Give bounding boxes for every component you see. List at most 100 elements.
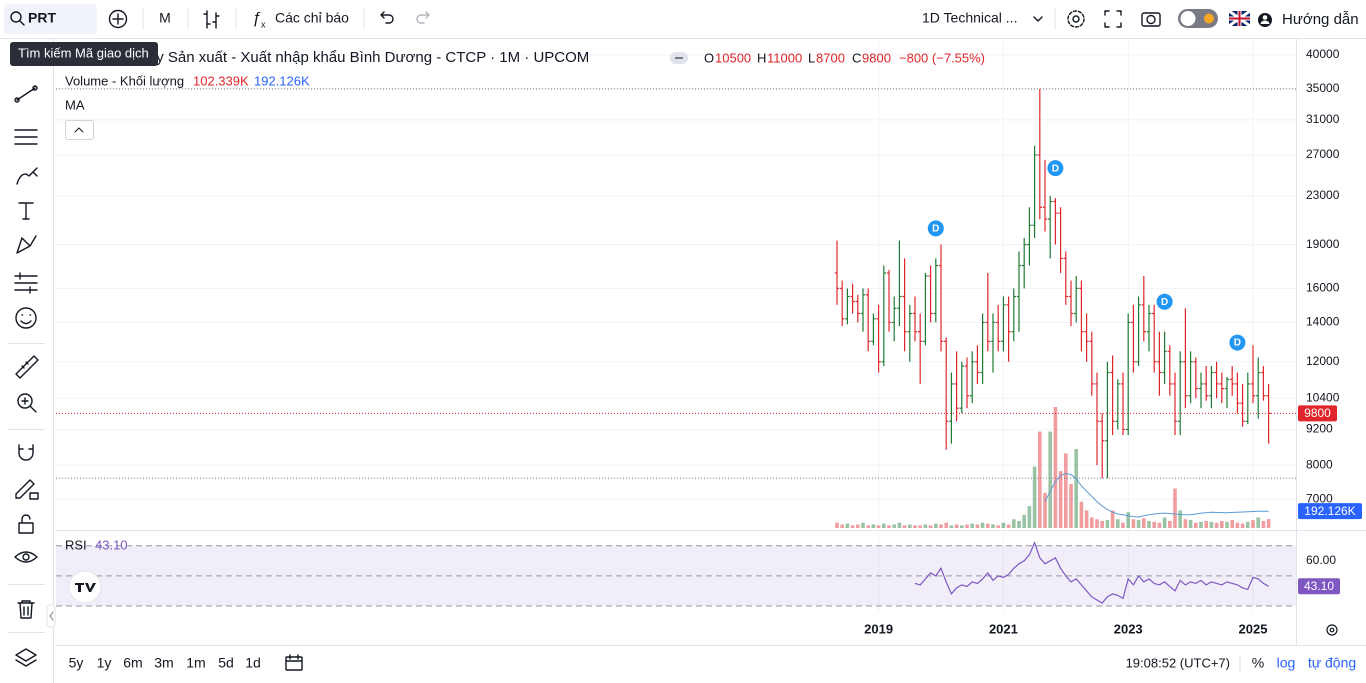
volume-bar bbox=[965, 524, 969, 528]
magnet-tool[interactable] bbox=[18, 444, 34, 461]
range-bar: 5y 1y 6m 3m 1m 5d 1d bbox=[69, 655, 261, 671]
volume-bar bbox=[1214, 522, 1219, 528]
sun-icon bbox=[1204, 13, 1214, 24]
collapse-handle[interactable] bbox=[46, 604, 56, 628]
axis-settings-button[interactable] bbox=[1326, 624, 1338, 636]
volume-bar bbox=[1064, 453, 1068, 528]
volume-bar bbox=[1209, 521, 1214, 528]
range-button[interactable]: 3m bbox=[154, 655, 173, 671]
dividend-label: D bbox=[932, 224, 939, 235]
volume-bar bbox=[1266, 519, 1271, 528]
volume-bar bbox=[954, 524, 959, 528]
x-tick-label: 2021 bbox=[989, 621, 1018, 636]
chart-type-button[interactable] bbox=[203, 10, 220, 29]
redo-button[interactable] bbox=[416, 11, 430, 24]
dividend-marker[interactable] bbox=[1229, 334, 1246, 351]
dividend-marker[interactable] bbox=[1047, 160, 1064, 177]
volume-bar bbox=[850, 525, 855, 528]
add-symbol-button[interactable] bbox=[108, 9, 128, 29]
ma-legend: MA bbox=[65, 97, 85, 112]
volume-bar bbox=[840, 524, 844, 528]
volume-bar bbox=[1173, 488, 1177, 528]
visibility-tool[interactable] bbox=[14, 551, 38, 563]
emoji-tool[interactable] bbox=[15, 307, 37, 329]
status-pill bbox=[675, 57, 683, 59]
volume-bar bbox=[1038, 431, 1042, 528]
delete-tool[interactable] bbox=[17, 600, 35, 619]
volume-bar bbox=[856, 524, 860, 528]
axis-settings-icon bbox=[1329, 627, 1335, 633]
text-tool[interactable] bbox=[18, 202, 34, 220]
dividend-label: D bbox=[1052, 163, 1059, 174]
brush-tool[interactable] bbox=[16, 167, 38, 185]
symbol[interactable]: PRT bbox=[28, 10, 56, 26]
dividend-marker[interactable] bbox=[1156, 293, 1173, 310]
volume-bar bbox=[1188, 520, 1193, 528]
lock-tool[interactable] bbox=[18, 514, 34, 534]
forecast-tool[interactable] bbox=[14, 272, 38, 294]
y-tick-label: 16000 bbox=[1306, 281, 1340, 295]
screenshot-button[interactable] bbox=[1141, 12, 1161, 27]
y-tick-label: 23000 bbox=[1306, 188, 1340, 202]
left-toolbar bbox=[0, 39, 53, 683]
y-tick-label: 10400 bbox=[1306, 390, 1340, 404]
x-tick-label: 2025 bbox=[1239, 621, 1268, 636]
range-button[interactable]: 1m bbox=[186, 655, 205, 671]
emoji-icon bbox=[20, 314, 32, 325]
volume-bar bbox=[1183, 519, 1188, 528]
interval-button[interactable]: M bbox=[159, 10, 171, 26]
volume-bar bbox=[1074, 449, 1078, 528]
layout-button[interactable]: 1D Technical ... bbox=[922, 10, 1017, 26]
fib-tool[interactable] bbox=[14, 129, 38, 145]
volume-bar bbox=[1235, 522, 1240, 528]
range-button[interactable]: 6m bbox=[123, 655, 142, 671]
log-toggle[interactable]: log bbox=[1277, 655, 1296, 671]
indicators-button[interactable]: Các chỉ báo bbox=[275, 10, 349, 26]
pattern-tool[interactable] bbox=[16, 235, 37, 254]
y-tick-label: 40000 bbox=[1306, 47, 1340, 61]
help-button[interactable]: Hướng dẫn bbox=[1282, 11, 1359, 28]
volume-bar bbox=[1105, 520, 1110, 528]
volume-bar bbox=[1142, 518, 1146, 528]
undo-button[interactable] bbox=[380, 11, 394, 24]
range-button[interactable]: 5y bbox=[69, 655, 84, 671]
volume-bar bbox=[986, 523, 990, 528]
volume-bar bbox=[1022, 514, 1026, 528]
range-button[interactable]: 1d bbox=[245, 655, 261, 671]
volume-bar bbox=[1240, 523, 1245, 528]
date-range-button[interactable] bbox=[285, 656, 303, 671]
ruler-tool[interactable] bbox=[15, 355, 39, 379]
volume-bar bbox=[1012, 519, 1016, 528]
fullscreen-button[interactable] bbox=[1104, 10, 1122, 28]
y-tick-label: 35000 bbox=[1306, 81, 1340, 95]
volume-bar bbox=[1079, 501, 1084, 528]
volume-value: 102.339K bbox=[193, 73, 249, 88]
y-tick-label: 12000 bbox=[1306, 354, 1340, 368]
percent-toggle[interactable]: % bbox=[1252, 655, 1264, 671]
range-button[interactable]: 1y bbox=[97, 655, 112, 671]
trend-line-tool[interactable] bbox=[14, 85, 38, 103]
ohlc-label: O bbox=[704, 50, 714, 65]
settings-button[interactable] bbox=[1072, 15, 1080, 23]
volume-bar bbox=[1131, 519, 1136, 528]
lock-drawing-tool[interactable] bbox=[15, 479, 39, 500]
settings-icon bbox=[1067, 10, 1085, 28]
range-button[interactable]: 5d bbox=[218, 655, 234, 671]
volume-bar bbox=[1162, 517, 1167, 528]
volume-bar bbox=[866, 525, 870, 528]
auto-toggle[interactable]: tự động bbox=[1308, 655, 1356, 671]
symbol-search[interactable] bbox=[4, 4, 97, 34]
volume-bar bbox=[923, 524, 928, 528]
zoom-tool[interactable] bbox=[17, 393, 33, 409]
last-price-badge bbox=[1298, 405, 1337, 422]
dividend-marker[interactable] bbox=[927, 220, 944, 237]
logo[interactable] bbox=[68, 570, 102, 604]
y-tick-label: 19000 bbox=[1306, 237, 1340, 251]
object-tree-button[interactable] bbox=[15, 648, 37, 667]
volume-bar bbox=[1230, 520, 1234, 528]
volume-bar bbox=[1152, 521, 1156, 528]
legend-collapse-button[interactable] bbox=[65, 120, 94, 140]
user-icon[interactable] bbox=[1258, 13, 1272, 27]
add-symbol-icon bbox=[112, 13, 124, 25]
